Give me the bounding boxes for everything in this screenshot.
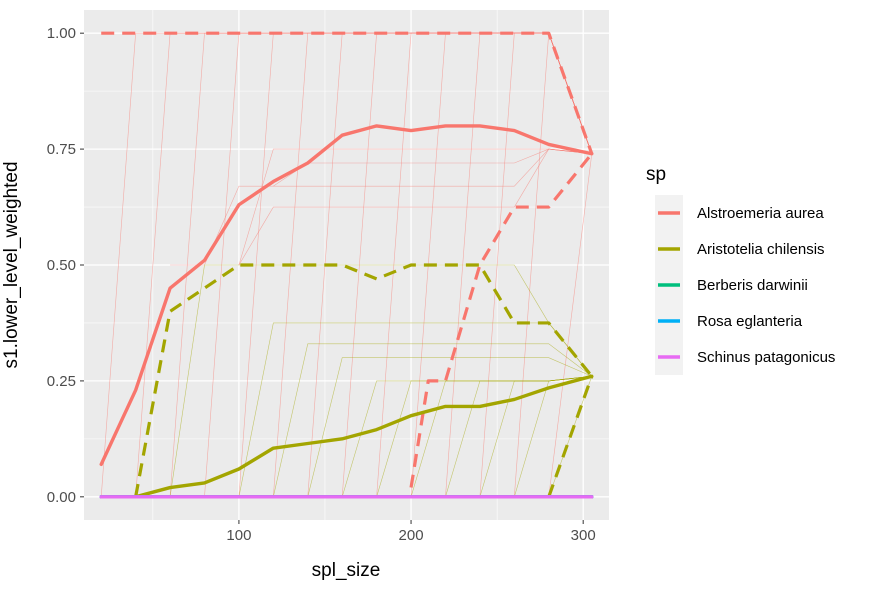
y-tick-label: 0.00 [47, 489, 76, 506]
x-tick-label: 300 [571, 527, 596, 544]
axis-ticks [80, 32, 584, 524]
y-tick-labels: 0.00 0.25 0.50 0.75 1.00 [47, 25, 76, 506]
x-axis-title: spl_size [312, 560, 381, 581]
legend-title: sp [646, 164, 666, 185]
replicate-line [514, 375, 592, 497]
legend-label: Berberis darwinii [697, 277, 808, 294]
legend-label: Schinus patagonicus [697, 349, 835, 366]
y-tick-label: 0.25 [47, 373, 76, 390]
legend-label: Rosa eglanteria [697, 313, 803, 330]
x-tick-labels: 100 200 300 [226, 527, 595, 544]
replicate-line [307, 357, 592, 497]
mean-line [133, 374, 594, 499]
y-tick-label: 1.00 [47, 25, 76, 42]
quantile-line [409, 152, 594, 488]
y-axis-title: s1.lower_level_weighted [1, 161, 22, 368]
y-tick-label: 0.50 [47, 257, 76, 274]
quantile-line [134, 263, 594, 498]
replicate-line [273, 343, 592, 497]
x-tick-label: 100 [226, 527, 251, 544]
x-tick-label: 200 [399, 527, 424, 544]
replicate-line [238, 148, 592, 266]
legend-label: Alstroemeria aurea [697, 205, 824, 222]
quantile-lines [101, 31, 594, 498]
replicate-line [169, 264, 593, 497]
replicate-line [238, 148, 592, 266]
quantile-line [101, 31, 594, 155]
quantile-line [547, 375, 594, 498]
replicate-line [548, 153, 593, 497]
legend-entries: Alstroemeria aurea Aristotelia chilensis B… [655, 195, 835, 375]
legend-label: Aristotelia chilensis [697, 241, 825, 258]
mean-lines [99, 124, 594, 499]
y-tick-label: 0.75 [47, 141, 76, 158]
replicate-line [170, 148, 592, 266]
mean-line [99, 124, 594, 467]
replicate-line [273, 148, 592, 187]
legend: sp Alstroemeria aurea Aristotelia chilens… [646, 164, 835, 375]
